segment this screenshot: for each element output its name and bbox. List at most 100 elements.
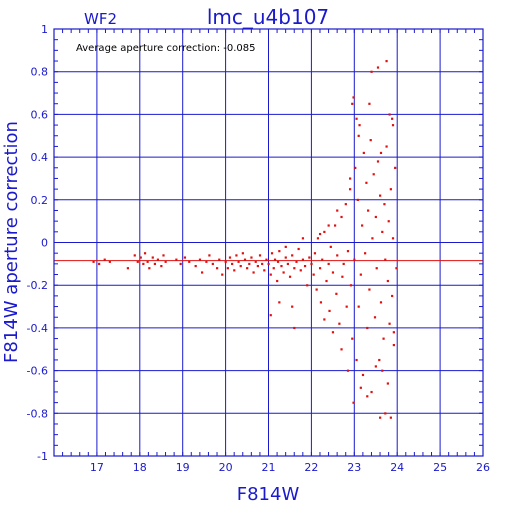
data-point bbox=[328, 309, 331, 313]
y-tick-label: 0.2 bbox=[31, 194, 49, 207]
y-tick-label: -0.2 bbox=[27, 279, 48, 292]
data-point bbox=[312, 273, 315, 276]
data-point bbox=[376, 160, 380, 163]
data-point bbox=[156, 258, 160, 261]
y-tick-label: -0.4 bbox=[27, 322, 48, 335]
average-annotation: Average aperture correction: -0.085 bbox=[76, 43, 256, 54]
data-point bbox=[357, 134, 360, 137]
x-axis-label: F814W bbox=[237, 484, 300, 505]
x-tick-labels: 17 18 19 20 21 22 23 24 25 26 bbox=[90, 461, 490, 474]
data-point bbox=[376, 66, 380, 69]
data-point bbox=[258, 254, 262, 257]
data-point bbox=[267, 262, 270, 266]
data-point bbox=[276, 279, 279, 283]
data-point bbox=[395, 267, 398, 270]
data-point bbox=[365, 181, 368, 184]
y-tick-label: 1 bbox=[41, 23, 48, 36]
data-point bbox=[391, 237, 395, 240]
data-point bbox=[366, 326, 369, 330]
data-point bbox=[278, 301, 281, 304]
data-point bbox=[389, 188, 392, 191]
data-point bbox=[336, 209, 339, 212]
data-point bbox=[269, 314, 272, 317]
data-point bbox=[331, 271, 335, 274]
data-point bbox=[316, 237, 320, 240]
data-point bbox=[359, 273, 362, 276]
data-point bbox=[323, 230, 326, 234]
data-point bbox=[364, 252, 367, 255]
data-point bbox=[336, 254, 339, 257]
data-point bbox=[208, 254, 211, 257]
data-point bbox=[379, 151, 383, 155]
data-point bbox=[356, 198, 359, 201]
data-point bbox=[160, 264, 163, 268]
data-point bbox=[353, 258, 356, 261]
data-point bbox=[354, 166, 357, 169]
x-tick-label: 22 bbox=[304, 461, 318, 474]
data-point bbox=[261, 262, 264, 266]
data-point bbox=[153, 262, 157, 266]
data-point bbox=[327, 224, 330, 227]
data-point bbox=[321, 258, 324, 261]
chart-title: lmc_u4b107 bbox=[207, 5, 329, 29]
data-point bbox=[143, 252, 147, 255]
data-point bbox=[280, 264, 283, 268]
data-point bbox=[318, 232, 322, 236]
data-point bbox=[284, 245, 287, 248]
data-point bbox=[341, 275, 344, 278]
data-point bbox=[323, 318, 326, 321]
data-point bbox=[385, 145, 388, 148]
data-point bbox=[318, 267, 322, 270]
data-point bbox=[361, 224, 364, 227]
data-point bbox=[382, 337, 385, 340]
data-point bbox=[136, 260, 139, 263]
data-point bbox=[269, 273, 272, 276]
data-point bbox=[389, 416, 392, 419]
data-point bbox=[352, 401, 355, 404]
data-point bbox=[373, 316, 377, 319]
y-tick-label: 0.6 bbox=[31, 108, 49, 121]
data-point bbox=[278, 250, 281, 253]
data-point bbox=[349, 284, 353, 287]
data-point bbox=[329, 245, 332, 248]
data-point bbox=[383, 203, 386, 206]
data-point bbox=[301, 237, 305, 240]
data-point bbox=[335, 292, 338, 295]
data-point bbox=[139, 256, 142, 259]
data-point bbox=[103, 258, 106, 261]
data-point bbox=[394, 166, 397, 169]
data-point bbox=[349, 177, 352, 180]
data-point bbox=[228, 256, 232, 259]
data-point bbox=[282, 271, 285, 274]
data-point bbox=[315, 288, 318, 291]
y-tick-label: -0.6 bbox=[27, 365, 48, 378]
data-point bbox=[239, 264, 242, 268]
data-point bbox=[368, 102, 371, 105]
data-point bbox=[392, 343, 395, 347]
data-point bbox=[146, 260, 149, 263]
data-point bbox=[263, 269, 266, 272]
data-point bbox=[355, 117, 358, 120]
data-point bbox=[286, 262, 290, 266]
y-axis-label: F814W aperture correction bbox=[1, 121, 22, 363]
grid-lines bbox=[53, 28, 484, 457]
data-point bbox=[391, 294, 394, 298]
data-point bbox=[126, 267, 129, 270]
data-point bbox=[310, 262, 313, 266]
data-point bbox=[250, 256, 253, 259]
data-point bbox=[276, 260, 280, 263]
data-point bbox=[357, 305, 360, 308]
data-point bbox=[340, 348, 343, 351]
data-point bbox=[226, 267, 229, 270]
data-point bbox=[284, 256, 287, 259]
data-point bbox=[201, 271, 204, 274]
data-point bbox=[256, 264, 259, 268]
data-point bbox=[344, 203, 347, 206]
data-point bbox=[351, 102, 354, 105]
data-point bbox=[254, 260, 257, 263]
y-tick-label: -1 bbox=[37, 450, 48, 463]
data-point bbox=[92, 260, 95, 263]
data-point bbox=[346, 369, 350, 372]
data-point bbox=[359, 386, 362, 389]
data-point bbox=[237, 260, 240, 263]
